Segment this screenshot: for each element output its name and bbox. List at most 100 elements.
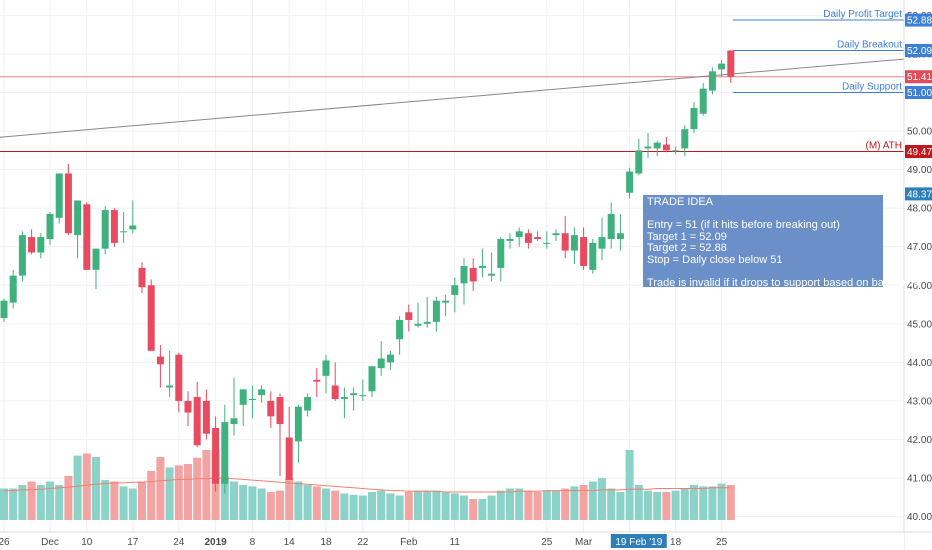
volume-bar <box>303 485 312 520</box>
volume-bar <box>377 490 386 520</box>
volume-bar <box>358 495 367 520</box>
candle-body <box>175 354 183 401</box>
volume-bar <box>110 481 119 520</box>
candle-body <box>396 319 404 340</box>
trade-idea-box[interactable]: TRADE IDEA Entry = 51 (if it hits before… <box>643 195 922 288</box>
volume-bar <box>441 492 450 520</box>
volume-bar <box>524 490 533 520</box>
candle-body <box>589 242 597 270</box>
volume-bar <box>55 485 64 520</box>
candle-body <box>193 397 201 446</box>
candle-body <box>285 437 293 480</box>
volume-bar <box>368 492 376 520</box>
time-tick-label: 8 <box>250 537 256 548</box>
candle-body <box>110 210 118 243</box>
trendline[interactable] <box>0 58 905 138</box>
candle-body <box>626 171 634 193</box>
candle-body <box>442 300 450 303</box>
candlesticks <box>0 50 735 494</box>
candle-body <box>239 389 247 405</box>
candle-body <box>727 50 735 77</box>
candle-body <box>524 233 532 243</box>
volume-bar <box>248 486 257 520</box>
volume-bar <box>414 490 422 520</box>
volume-bar <box>450 493 459 520</box>
volume-bar <box>699 486 708 520</box>
trade-idea-stop: Stop = Daily close below 51 <box>647 253 783 266</box>
candle-body <box>350 393 358 396</box>
volume-bar <box>404 492 413 520</box>
time-tick-label: 25 <box>716 537 728 548</box>
volume-bar <box>165 467 174 520</box>
price-label: 49.47 <box>907 147 932 158</box>
volume-bar <box>322 488 330 520</box>
volume-bar <box>690 485 698 520</box>
candle-body <box>331 385 339 399</box>
volume-bar <box>92 457 100 520</box>
volume-bar <box>46 481 54 520</box>
level-label: (M) ATH <box>866 141 902 152</box>
candle-body <box>313 379 321 382</box>
volume-bar <box>119 486 128 520</box>
volume-bar <box>0 488 8 520</box>
price-label-bg <box>905 145 932 159</box>
candle-body <box>18 235 26 276</box>
candle-body <box>368 366 376 392</box>
price-tick-label: 50.00 <box>907 127 932 138</box>
volume-bar <box>717 483 726 520</box>
candle-body <box>534 237 542 240</box>
trendline-line <box>0 58 905 138</box>
horizontal-levels[interactable]: Daily Profit Target Daily Breakout Daily S… <box>0 9 904 153</box>
time-tick-label: 2019 <box>204 537 227 548</box>
candle-body <box>543 242 551 244</box>
trade-idea-target-2: Target 2 = 52.88 <box>647 242 727 254</box>
volume-bar <box>294 481 303 520</box>
volume-bar <box>726 485 735 520</box>
volume-bar <box>73 455 82 520</box>
candle-body <box>294 406 302 442</box>
price-tick-label: 48.00 <box>907 204 932 215</box>
price-axis[interactable]: 40.00 41.00 42.00 43.00 44.00 45.00 46.00 47.00… <box>903 0 932 550</box>
time-axis[interactable]: 26Dec10172420198141822Feb1125Mar11182519… <box>0 531 932 550</box>
price-label-bg <box>905 44 932 58</box>
level-label: Daily Support <box>842 82 902 93</box>
volume-bar <box>101 480 110 520</box>
candle-body <box>451 285 459 295</box>
price-tick-label: 41.00 <box>907 474 932 485</box>
candle-body <box>386 354 394 363</box>
price-label: 48.37 <box>907 189 932 200</box>
candle-body <box>616 233 624 240</box>
candle-body <box>497 239 505 268</box>
candle-body <box>469 267 477 282</box>
volume-bar <box>147 471 156 520</box>
candle-body <box>377 358 385 369</box>
volume-bar <box>312 486 321 520</box>
candle-body <box>258 389 266 396</box>
trade-idea-entry: Entry = 51 (if it hits before breaking o… <box>647 219 840 231</box>
candle-body <box>506 239 514 241</box>
candle-body <box>0 300 8 319</box>
price-tick-label: 43.00 <box>907 396 932 407</box>
candle-body <box>699 88 707 114</box>
volume-bar <box>239 485 248 520</box>
candle-body <box>147 285 155 351</box>
candle-body <box>644 146 652 149</box>
volume-bars <box>0 450 735 520</box>
volume-bar <box>515 488 524 520</box>
price-tick-label: 47.00 <box>907 242 932 253</box>
time-axis-bg <box>0 532 904 550</box>
candle-body <box>55 173 63 218</box>
candle-body <box>304 397 312 411</box>
candle-body <box>120 231 128 233</box>
candle-body <box>607 213 615 240</box>
candle-body <box>166 385 174 388</box>
candle-body <box>718 63 726 70</box>
candle-body <box>478 266 486 268</box>
candle-body <box>138 267 146 288</box>
candle-body <box>488 273 496 276</box>
volume-bar <box>598 478 606 520</box>
volume-bar <box>349 494 358 520</box>
candle-body <box>28 237 36 253</box>
candle-body <box>432 300 440 322</box>
